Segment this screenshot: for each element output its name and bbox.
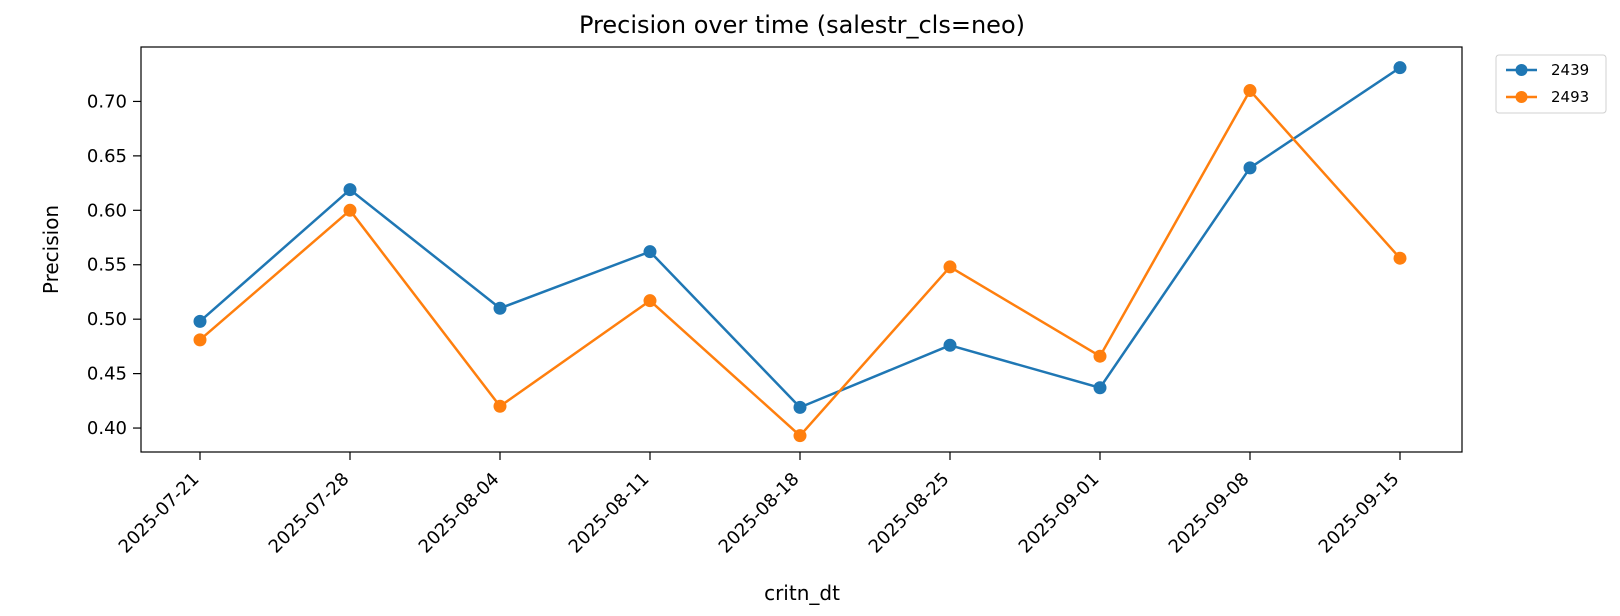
legend-marker-2439	[1515, 64, 1528, 76]
y-tick-label: 0.45	[87, 364, 127, 385]
series-point-2493	[1243, 84, 1257, 98]
legend-label-2493: 2493	[1551, 88, 1589, 106]
y-axis: 0.40 0.45 0.50 0.55 0.60 0.65 0.70	[87, 91, 141, 439]
series-point-2493	[343, 203, 357, 217]
chart-title: Precision over time (salestr_cls=neo)	[579, 11, 1025, 39]
y-tick-label: 0.50	[87, 309, 127, 330]
plot-frame	[140, 46, 1463, 453]
series-point-2493	[793, 429, 807, 443]
y-tick-label: 0.55	[87, 255, 127, 276]
y-tick-label: 0.40	[87, 418, 127, 439]
series-point-2439	[943, 338, 957, 352]
y-tick-label: 0.65	[87, 146, 127, 167]
series-2439	[193, 61, 1407, 414]
series-point-2439	[1243, 161, 1257, 175]
series-point-2439	[793, 400, 807, 414]
series-point-2493	[943, 260, 957, 274]
series-point-2439	[343, 183, 357, 197]
series-point-2493	[1093, 349, 1107, 363]
legend-item-2493: 2493	[1506, 88, 1589, 106]
legend-marker-2493	[1515, 91, 1528, 103]
y-tick-label: 0.60	[87, 200, 127, 221]
legend-item-2439: 2439	[1506, 61, 1589, 79]
series-point-2493	[1393, 251, 1407, 265]
legend-items: 2439 2493	[1506, 61, 1589, 106]
series-point-2439	[1093, 381, 1107, 395]
y-axis-label: Precision	[39, 205, 63, 294]
y-tick-label: 0.70	[87, 91, 127, 112]
series-point-2439	[643, 245, 657, 259]
legend-label-2439: 2439	[1551, 61, 1589, 79]
series-point-2493	[493, 399, 507, 413]
series-layer	[193, 61, 1407, 443]
series-point-2439	[493, 301, 507, 315]
legend: 2439 2493	[1495, 54, 1607, 114]
series-2493	[193, 84, 1407, 443]
series-point-2493	[193, 333, 207, 347]
series-point-2439	[193, 314, 207, 328]
series-point-2493	[643, 294, 657, 308]
x-axis-label: critn_dt	[764, 581, 840, 605]
series-point-2439	[1393, 61, 1407, 75]
